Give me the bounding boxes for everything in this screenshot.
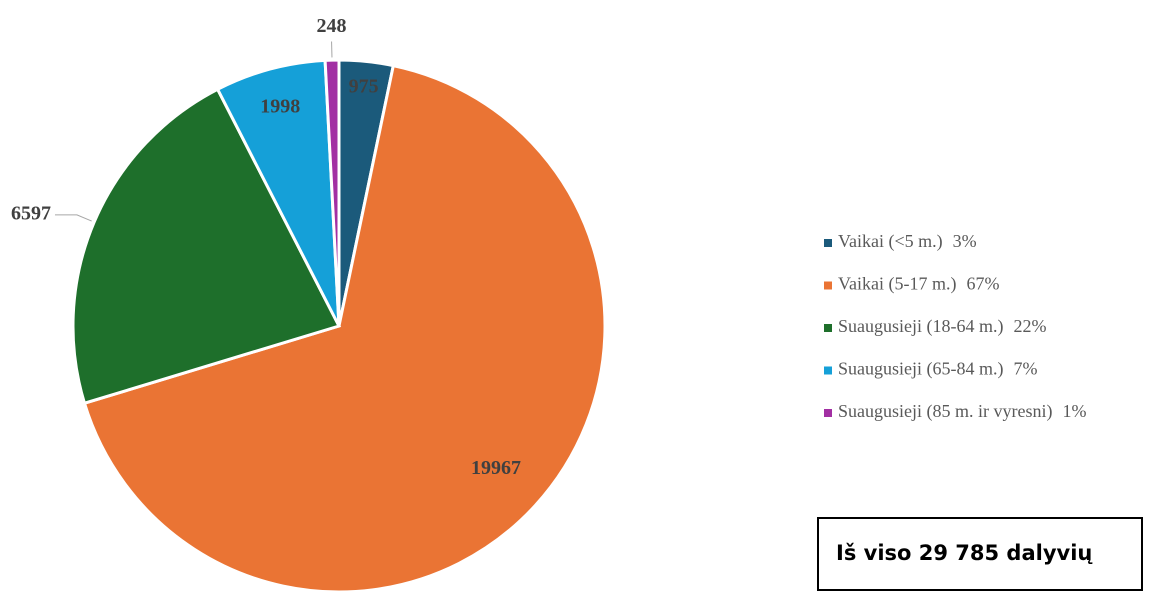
data-label: 975 (349, 75, 379, 97)
annotation: Iš viso 29 785 dalyvių (836, 541, 1093, 565)
legend-label: Suaugusieji (85 m. ir vyresni) (838, 401, 1052, 422)
pie-slice (82, 63, 607, 593)
legend-entry: Suaugusieji (85 m. ir vyresni) 1% (838, 401, 1086, 422)
pie-slice (71, 87, 342, 406)
legend-entry: Suaugusieji (18-64 m.) 22% (838, 316, 1046, 337)
legend-swatch (824, 281, 832, 290)
legend-swatch (824, 366, 832, 375)
annotation-box (817, 517, 1143, 591)
legend-label: Vaikai (<5 m.) (838, 231, 943, 252)
legend-percent: 22% (1013, 316, 1046, 336)
legend-entry: Suaugusieji (65-84 m.) 7% (838, 359, 1037, 380)
data-label: 6597 (11, 202, 51, 224)
legend-swatch (824, 409, 832, 417)
legend-label: Suaugusieji (65-84 m.) (838, 359, 1003, 380)
legend-percent: 3% (953, 231, 977, 251)
legend-label: Suaugusieji (18-64 m.) (838, 316, 1003, 337)
legend-entry: Vaikai (<5 m.) 3% (838, 231, 977, 252)
data-label: 248 (317, 15, 347, 37)
data-label: 1998 (260, 95, 300, 117)
pie-slice (323, 58, 341, 327)
legend-swatch (824, 239, 832, 247)
legend-percent: 67% (966, 274, 999, 294)
legend-percent: 1% (1062, 401, 1086, 421)
leader-line (54, 214, 92, 222)
data-label: 19967 (471, 457, 521, 479)
legend-entry: Vaikai (5-17 m.) 67% (838, 274, 999, 295)
legend-label: Vaikai (5-17 m.) (838, 274, 956, 295)
legend-swatch (824, 324, 832, 332)
pie-slice (215, 58, 341, 327)
legend-percent: 7% (1013, 359, 1037, 379)
